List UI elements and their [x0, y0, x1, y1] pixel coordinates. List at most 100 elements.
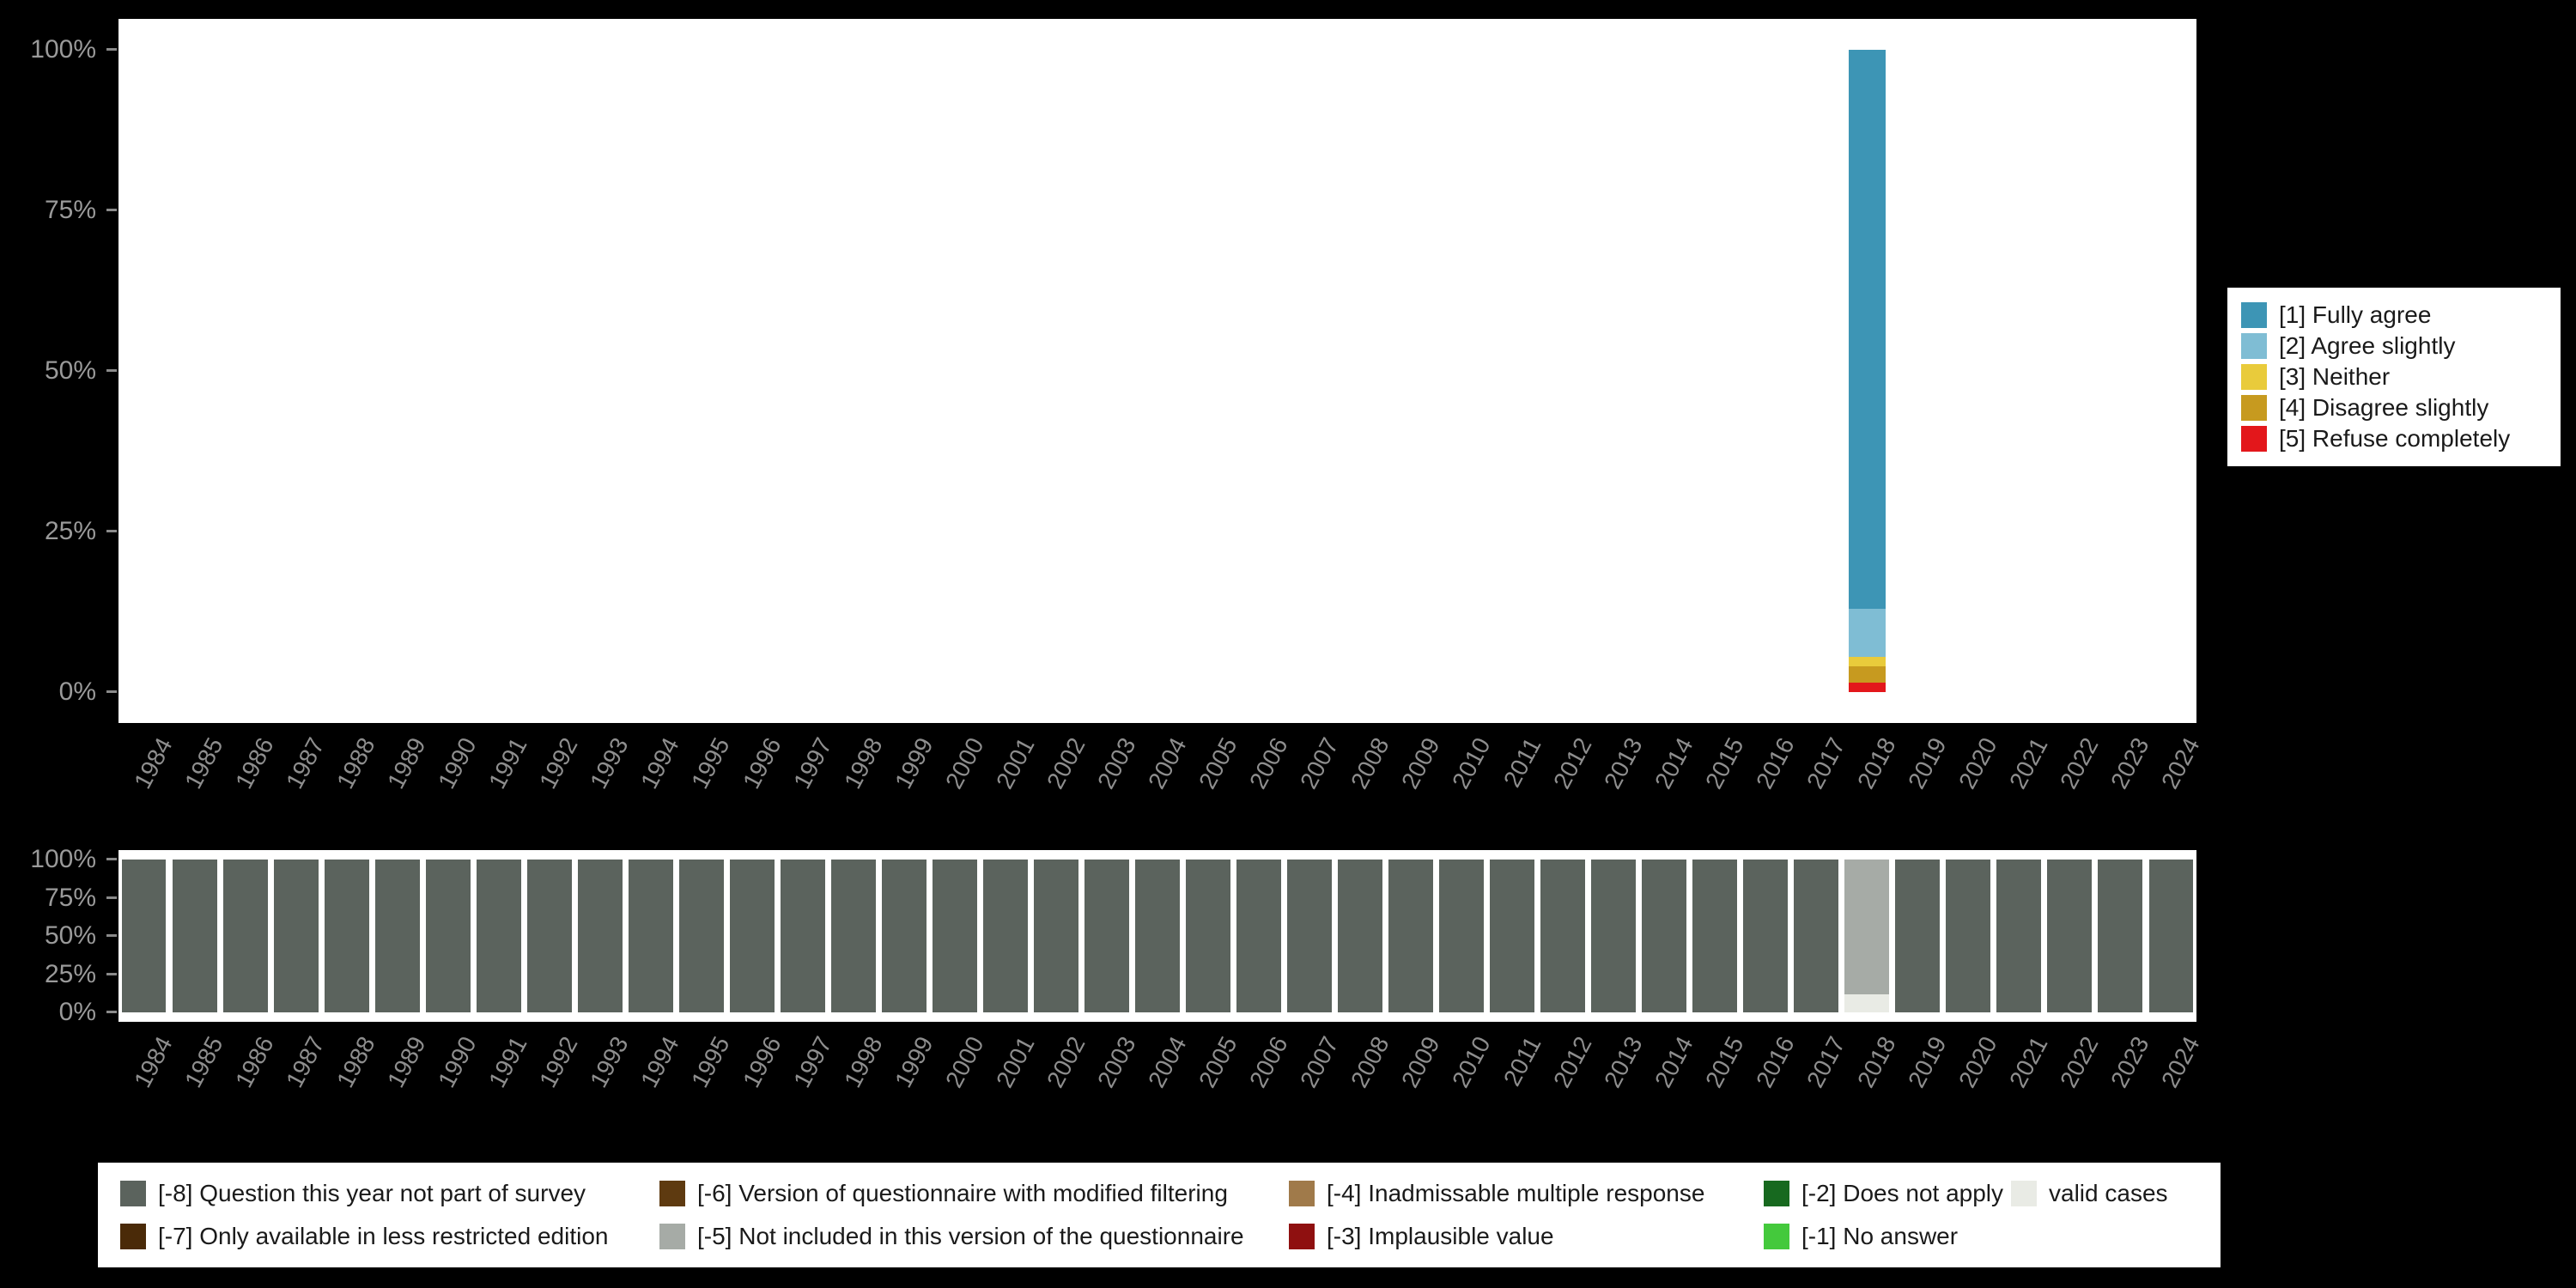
bar-segment-2018	[1849, 608, 1886, 657]
x-tick-label: 2012	[1547, 1032, 1597, 1092]
bar-segment-1997	[780, 860, 825, 1012]
legend-item-label: valid cases	[2049, 1180, 2168, 1206]
x-tick-label: 1996	[737, 733, 787, 793]
x-tick-label: 1990	[433, 1032, 483, 1092]
bar-segment-2001	[982, 860, 1028, 1012]
y-tick-mark	[106, 1011, 117, 1013]
legend-item-label: [-7] Only available in less restricted e…	[158, 1223, 609, 1249]
x-tick-label: 2023	[2105, 733, 2154, 793]
bar-segment-1987	[273, 860, 319, 1012]
x-tick-label: 1991	[483, 1032, 533, 1092]
bar-segment-2014	[1642, 860, 1687, 1012]
missings-plot-area	[118, 850, 2196, 1022]
x-tick-label: 1986	[230, 733, 279, 793]
legend-item: [-5] Not included in this version of the…	[659, 1223, 1282, 1250]
bar-segment-2018	[1844, 993, 1890, 1012]
bar-segment-2018	[1844, 860, 1890, 994]
x-tick-label: 2008	[1345, 733, 1394, 793]
bar-segment-1999	[881, 860, 927, 1012]
bar-segment-1989	[374, 860, 420, 1012]
x-tick-label: 1987	[281, 733, 330, 793]
legend-item-label: [2] Agree slightly	[2279, 332, 2456, 359]
x-tick-label: 2006	[1243, 1032, 1293, 1092]
y-tick-label: 50%	[44, 356, 96, 385]
x-tick-label: 2007	[1294, 733, 1344, 793]
bar-segment-2009	[1388, 860, 1434, 1012]
legend-item-label: [-6] Version of questionnaire with modif…	[697, 1180, 1228, 1206]
y-tick-label: 25%	[44, 517, 96, 545]
bar-segment-1992	[526, 860, 572, 1012]
y-tick-label: 100%	[30, 845, 96, 873]
x-tick-label: 1998	[838, 733, 888, 793]
bar-segment-2000	[932, 860, 977, 1012]
x-tick-label: 2021	[2004, 733, 2053, 793]
y-tick-label: 75%	[44, 196, 96, 224]
x-tick-label: 1998	[838, 1032, 888, 1092]
bar-segment-2024	[2148, 860, 2194, 1012]
legend-item	[2011, 1223, 2198, 1250]
bar-segment-2023	[2098, 860, 2143, 1012]
x-tick-label: 2020	[1953, 1032, 2002, 1092]
y-tick-label: 0%	[58, 677, 96, 706]
x-tick-label: 1984	[129, 1032, 178, 1092]
x-tick-label: 2019	[1903, 733, 1952, 793]
legend-item: [-4] Inadmissable multiple response	[1289, 1180, 1757, 1207]
y-tick-mark	[106, 858, 117, 860]
x-tick-label: 2018	[1852, 733, 1901, 793]
y-tick-label: 0%	[58, 998, 96, 1026]
bar-segment-2011	[1490, 860, 1535, 1012]
x-tick-label: 2015	[1700, 1032, 1749, 1092]
x-tick-label: 2000	[939, 1032, 989, 1092]
y-tick-label: 50%	[44, 921, 96, 950]
y-tick-mark	[106, 934, 117, 937]
x-tick-label: 2024	[2156, 733, 2205, 793]
x-tick-label: 1993	[585, 1032, 635, 1092]
x-tick-label: 2018	[1852, 1032, 1901, 1092]
answers-plot-area	[118, 19, 2196, 723]
x-tick-label: 2016	[1751, 733, 1800, 793]
x-tick-label: 2015	[1700, 733, 1749, 793]
legend-item-label: [1] Fully agree	[2279, 301, 2432, 328]
bar-segment-2008	[1338, 860, 1383, 1012]
y-tick-label: 75%	[44, 883, 96, 912]
bar-segment-2005	[1186, 860, 1230, 1012]
bar-segment-2002	[1033, 860, 1078, 1012]
legend-swatch-icon	[659, 1181, 685, 1206]
bar-segment-2021	[1996, 860, 2042, 1012]
legend-item: [-3] Implausible value	[1289, 1223, 1757, 1250]
x-tick-label: 2009	[1395, 733, 1445, 793]
x-tick-label: 2014	[1649, 1032, 1698, 1092]
legend-swatch-icon	[2241, 302, 2267, 328]
x-tick-label: 1992	[534, 1032, 584, 1092]
legend-item-label: [-1] No answer	[1801, 1223, 1959, 1249]
bar-segment-1994	[628, 860, 673, 1012]
answers-y-axis: 0% 25% 50% 75% 100%	[0, 19, 118, 723]
x-tick-label: 2019	[1903, 1032, 1952, 1092]
bar-segment-2007	[1287, 860, 1333, 1012]
y-tick-mark	[106, 48, 117, 51]
x-tick-label: 2012	[1547, 733, 1597, 793]
bar-segment-2010	[1439, 860, 1485, 1012]
legend-swatch-icon	[2241, 395, 2267, 421]
legend-item: [-6] Version of questionnaire with modif…	[659, 1180, 1282, 1207]
legend-item-label: [-2] Does not apply	[1801, 1180, 2004, 1206]
x-tick-label: 1986	[230, 1032, 279, 1092]
bar-segment-1990	[425, 860, 471, 1012]
x-tick-label: 1999	[889, 1032, 939, 1092]
x-tick-label: 1996	[737, 1032, 787, 1092]
x-tick-label: 2005	[1193, 1032, 1242, 1092]
x-tick-label: 2014	[1649, 733, 1698, 793]
x-tick-label: 2001	[990, 1032, 1040, 1092]
x-tick-label: 2000	[939, 733, 989, 793]
x-tick-label: 1997	[787, 733, 837, 793]
bar-segment-1984	[121, 860, 167, 1012]
x-tick-label: 2001	[990, 733, 1040, 793]
missings-y-axis: 0% 25% 50% 75% 100%	[0, 845, 118, 1026]
x-tick-label: 2008	[1345, 1032, 1394, 1092]
bar-segment-2018	[1849, 50, 1886, 609]
x-tick-label: 1984	[129, 733, 178, 793]
x-tick-label: 1988	[331, 733, 380, 793]
x-tick-label: 2023	[2105, 1032, 2154, 1092]
x-tick-label: 1995	[686, 1032, 736, 1092]
